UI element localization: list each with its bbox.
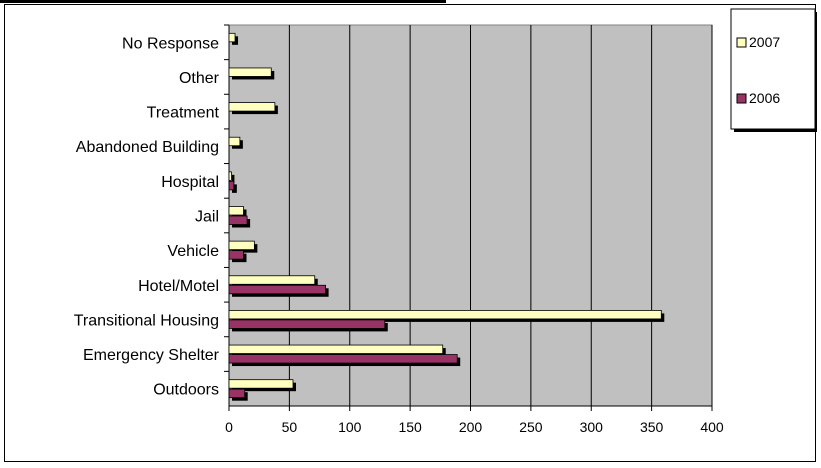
- bar-2006-hotel-motel: [228, 284, 329, 297]
- category-label: Other: [179, 70, 220, 87]
- legend-swatch-2006: [736, 93, 747, 104]
- category-label: No Response: [122, 35, 219, 52]
- x-tick-label: 350: [640, 419, 664, 435]
- legend-label-2006: 2006: [749, 90, 780, 106]
- category-label: Transitional Housing: [74, 312, 219, 329]
- top-border-line: [0, 0, 446, 3]
- bar-2006-hospital: [228, 180, 237, 193]
- x-tick-label: 100: [338, 419, 362, 435]
- x-tick-label: 150: [398, 419, 422, 435]
- legend-label-2007: 2007: [749, 34, 780, 50]
- bars: [228, 32, 665, 401]
- legend-box: [730, 8, 816, 130]
- bar-2007-abandoned-building: [228, 136, 243, 149]
- bar-2007-vehicle: [228, 240, 258, 253]
- category-label: Abandoned Building: [76, 139, 219, 156]
- bar-2006-emergency-shelter: [228, 354, 461, 367]
- x-axis-ticks: 0 50 100 150 200 250 300 350 400: [225, 406, 724, 435]
- legend-swatch-2007: [736, 37, 747, 48]
- x-tick-label: 50: [282, 419, 298, 435]
- bar-2006-vehicle: [228, 250, 247, 263]
- x-tick-label: 200: [459, 419, 483, 435]
- bar-2007-transitional-housing: [228, 310, 665, 322]
- category-label: Treatment: [147, 105, 220, 122]
- bar-2006-outdoors: [228, 388, 248, 401]
- x-tick-label: 250: [519, 419, 543, 435]
- x-tick-label: 0: [225, 419, 233, 435]
- category-label: Outdoors: [153, 382, 219, 399]
- x-tick-label: 300: [580, 419, 604, 435]
- bar-2007-hotel-motel: [228, 275, 318, 288]
- category-label: Jail: [195, 209, 219, 226]
- category-label: Hotel/Motel: [138, 278, 219, 295]
- bar-2007-other: [228, 67, 275, 80]
- bar-2006-jail: [228, 215, 251, 228]
- bar-2007-jail: [228, 206, 247, 218]
- x-tick-label: 400: [700, 419, 724, 435]
- bar-2006-transitional-housing: [228, 319, 388, 332]
- bar-2007-no-response: [228, 32, 239, 45]
- category-label: Vehicle: [167, 243, 219, 260]
- bar-2007-emergency-shelter: [228, 344, 446, 357]
- legend: 2007 2006: [730, 8, 818, 132]
- bar-2007-treatment: [228, 102, 278, 115]
- bar-chart: No Response Other Treatment Abandoned Build…: [74, 8, 818, 435]
- category-labels: No Response Other Treatment Abandoned Build…: [74, 24, 229, 399]
- bar-2007-outdoors: [228, 379, 296, 392]
- category-label: Hospital: [161, 174, 219, 191]
- bar-2007-hospital: [228, 171, 235, 184]
- category-label: Emergency Shelter: [83, 347, 220, 364]
- chart-frame: No Response Other Treatment Abandoned Build…: [4, 4, 818, 462]
